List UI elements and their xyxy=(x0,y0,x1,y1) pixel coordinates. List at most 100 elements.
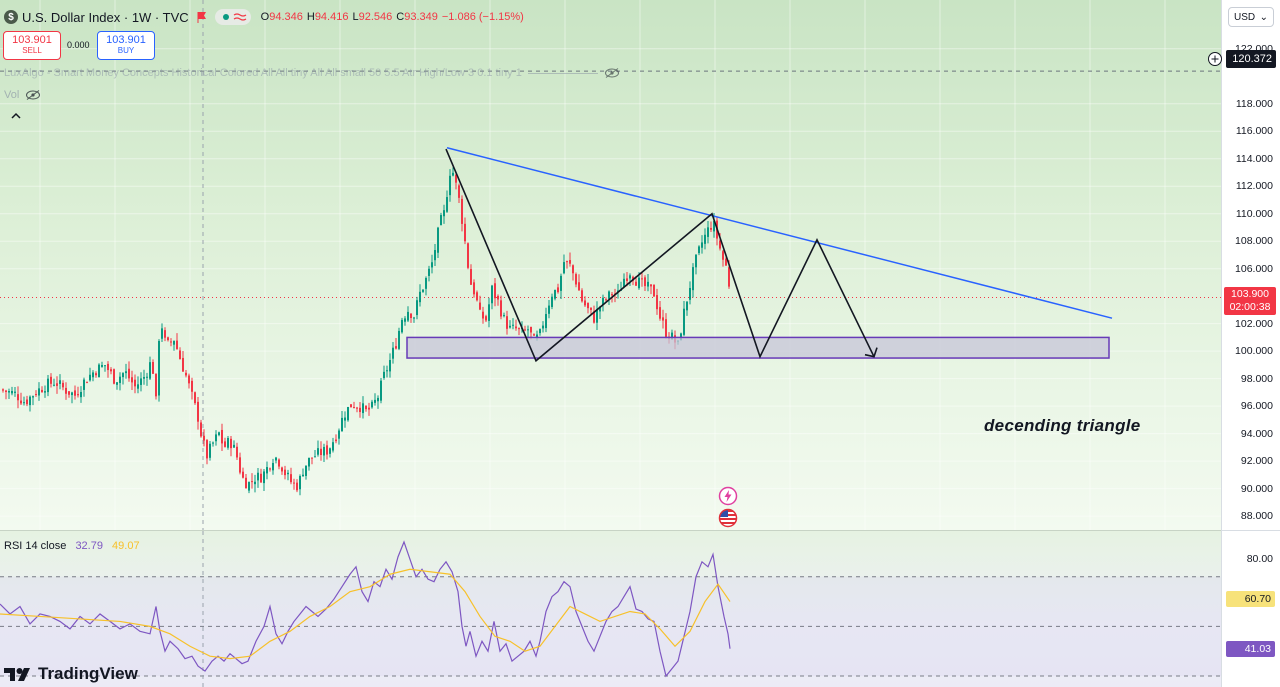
descending-trendline[interactable] xyxy=(446,146,1113,319)
candle[interactable] xyxy=(386,365,388,378)
candle[interactable] xyxy=(551,293,553,310)
candle[interactable] xyxy=(221,423,223,452)
rsi-scale[interactable]: 80.00 xyxy=(1221,530,1280,687)
rsi-ma-line[interactable] xyxy=(0,568,731,660)
candle[interactable] xyxy=(110,367,112,375)
candle[interactable] xyxy=(653,284,655,297)
candle[interactable] xyxy=(230,435,232,457)
candle[interactable] xyxy=(74,385,76,400)
candle[interactable] xyxy=(575,272,577,288)
candle[interactable] xyxy=(242,467,244,479)
pattern-annotation[interactable]: decending triangle xyxy=(984,416,1141,435)
candle[interactable] xyxy=(509,320,511,329)
candle[interactable] xyxy=(365,404,367,412)
candle[interactable] xyxy=(263,468,265,491)
candle[interactable] xyxy=(449,169,451,202)
candle[interactable] xyxy=(458,183,460,203)
candle[interactable] xyxy=(125,363,127,379)
candle[interactable] xyxy=(506,310,508,335)
candle[interactable] xyxy=(2,388,4,393)
candle[interactable] xyxy=(62,380,64,391)
plus-circle-icon[interactable] xyxy=(1207,51,1223,67)
candle[interactable] xyxy=(494,278,496,307)
price-scale[interactable]: 122.000 118.000 116.000 114.000 112.000 110.0… xyxy=(1221,0,1280,530)
candle[interactable] xyxy=(218,431,220,437)
candle[interactable] xyxy=(488,297,490,328)
candle[interactable] xyxy=(140,372,142,392)
luxalgo-indicator-legend[interactable]: LuxAlgo - Smart Money Concepts Historica… xyxy=(4,67,620,79)
candle[interactable] xyxy=(119,372,121,391)
candle[interactable] xyxy=(41,386,43,393)
candle[interactable] xyxy=(209,440,211,461)
candle[interactable] xyxy=(641,272,643,287)
eye-hidden-icon[interactable] xyxy=(604,68,620,78)
candle[interactable] xyxy=(497,294,499,306)
candle[interactable] xyxy=(404,316,406,326)
candle[interactable] xyxy=(623,273,625,289)
candle[interactable] xyxy=(350,404,352,408)
candle[interactable] xyxy=(11,386,13,396)
candle[interactable] xyxy=(695,254,697,275)
candle[interactable] xyxy=(35,390,37,397)
candle[interactable] xyxy=(689,281,691,305)
candle[interactable] xyxy=(416,296,418,320)
candle[interactable] xyxy=(257,468,259,488)
candle[interactable] xyxy=(161,323,163,343)
candle[interactable] xyxy=(437,226,439,259)
candle[interactable] xyxy=(686,301,688,316)
candle[interactable] xyxy=(431,254,433,274)
price-chart-canvas[interactable] xyxy=(0,0,1221,530)
candle[interactable] xyxy=(164,327,166,342)
candle[interactable] xyxy=(158,339,160,402)
candle[interactable] xyxy=(683,300,685,337)
candle[interactable] xyxy=(395,337,397,350)
candle[interactable] xyxy=(665,313,667,339)
candle[interactable] xyxy=(473,279,475,298)
candle[interactable] xyxy=(14,387,16,397)
candle[interactable] xyxy=(563,254,565,275)
candle[interactable] xyxy=(8,388,10,399)
candle[interactable] xyxy=(560,273,562,300)
candle[interactable] xyxy=(569,252,571,267)
candle[interactable] xyxy=(95,371,97,378)
candle[interactable] xyxy=(326,440,328,460)
candle[interactable] xyxy=(311,457,313,465)
candle[interactable] xyxy=(341,410,343,432)
candle[interactable] xyxy=(701,235,703,254)
rsi-line[interactable] xyxy=(0,540,731,678)
candle[interactable] xyxy=(173,340,175,351)
candle[interactable] xyxy=(101,361,103,368)
candle[interactable] xyxy=(479,295,481,311)
candle[interactable] xyxy=(548,299,550,319)
candle[interactable] xyxy=(518,327,520,336)
candle[interactable] xyxy=(470,264,472,285)
candle[interactable] xyxy=(359,402,361,418)
candle[interactable] xyxy=(461,195,463,232)
candle[interactable] xyxy=(212,441,214,447)
candle[interactable] xyxy=(122,372,124,385)
candle[interactable] xyxy=(278,458,280,470)
candle[interactable] xyxy=(503,312,505,318)
candle[interactable] xyxy=(233,440,235,448)
candle[interactable] xyxy=(323,443,325,462)
candle[interactable] xyxy=(104,365,106,372)
candle[interactable] xyxy=(5,389,7,400)
eye-hidden-icon[interactable] xyxy=(25,90,41,100)
candle[interactable] xyxy=(347,406,349,422)
candle[interactable] xyxy=(566,260,568,269)
candle[interactable] xyxy=(317,440,319,457)
candle[interactable] xyxy=(356,406,358,413)
sell-button[interactable]: 103.901 SELL xyxy=(3,31,61,60)
candle[interactable] xyxy=(176,333,178,350)
candle[interactable] xyxy=(500,295,502,320)
candle[interactable] xyxy=(587,302,589,314)
candle[interactable] xyxy=(251,473,253,489)
candle[interactable] xyxy=(146,372,148,386)
candle[interactable] xyxy=(107,361,109,378)
candle[interactable] xyxy=(581,288,583,303)
candle[interactable] xyxy=(293,478,295,490)
candle[interactable] xyxy=(152,359,154,374)
candle[interactable] xyxy=(512,318,514,330)
candle[interactable] xyxy=(185,369,187,378)
candle[interactable] xyxy=(455,173,457,190)
